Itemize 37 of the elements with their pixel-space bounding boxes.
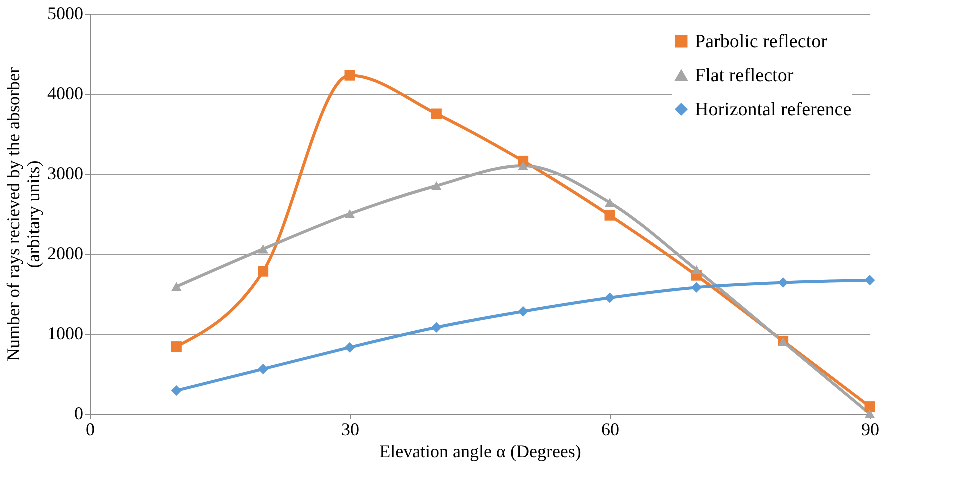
point [431,108,442,120]
point [864,402,876,412]
point [344,342,356,353]
legend-label: Horizontal reference [695,100,852,120]
point [518,306,529,317]
x-tick-label: 30 [342,420,360,440]
x-tick-label: 90 [862,420,880,440]
point [604,210,616,221]
y-axis-title: Number of rays recieved by the absorber (arbitary units) [4,68,44,362]
legend-label: Parbolic reflector [695,32,828,52]
x-tick-label: 60 [602,420,620,440]
point [258,364,269,374]
point [431,322,442,333]
point [344,209,356,219]
point [171,342,182,352]
y-tick-label: 5000 [48,4,84,24]
point [864,409,876,419]
point [691,282,702,293]
point [171,386,182,396]
x-axis-title: Elevation angle α (Degrees) [380,442,582,462]
point [431,181,442,191]
y-tick-label: 4000 [48,84,84,104]
point [691,265,702,275]
y-tick-label: 0 [74,404,84,424]
y-tick-label: 3000 [48,164,84,184]
point [604,198,616,208]
legend-label: Flat reflector [695,66,794,86]
point [778,278,789,288]
y-tick-label: 2000 [48,244,84,264]
point [344,70,356,81]
point [864,275,876,286]
y-tick-label: 1000 [48,324,84,344]
point [518,161,529,171]
point [258,266,269,277]
point [604,292,616,304]
point [258,244,269,254]
point [171,282,182,292]
